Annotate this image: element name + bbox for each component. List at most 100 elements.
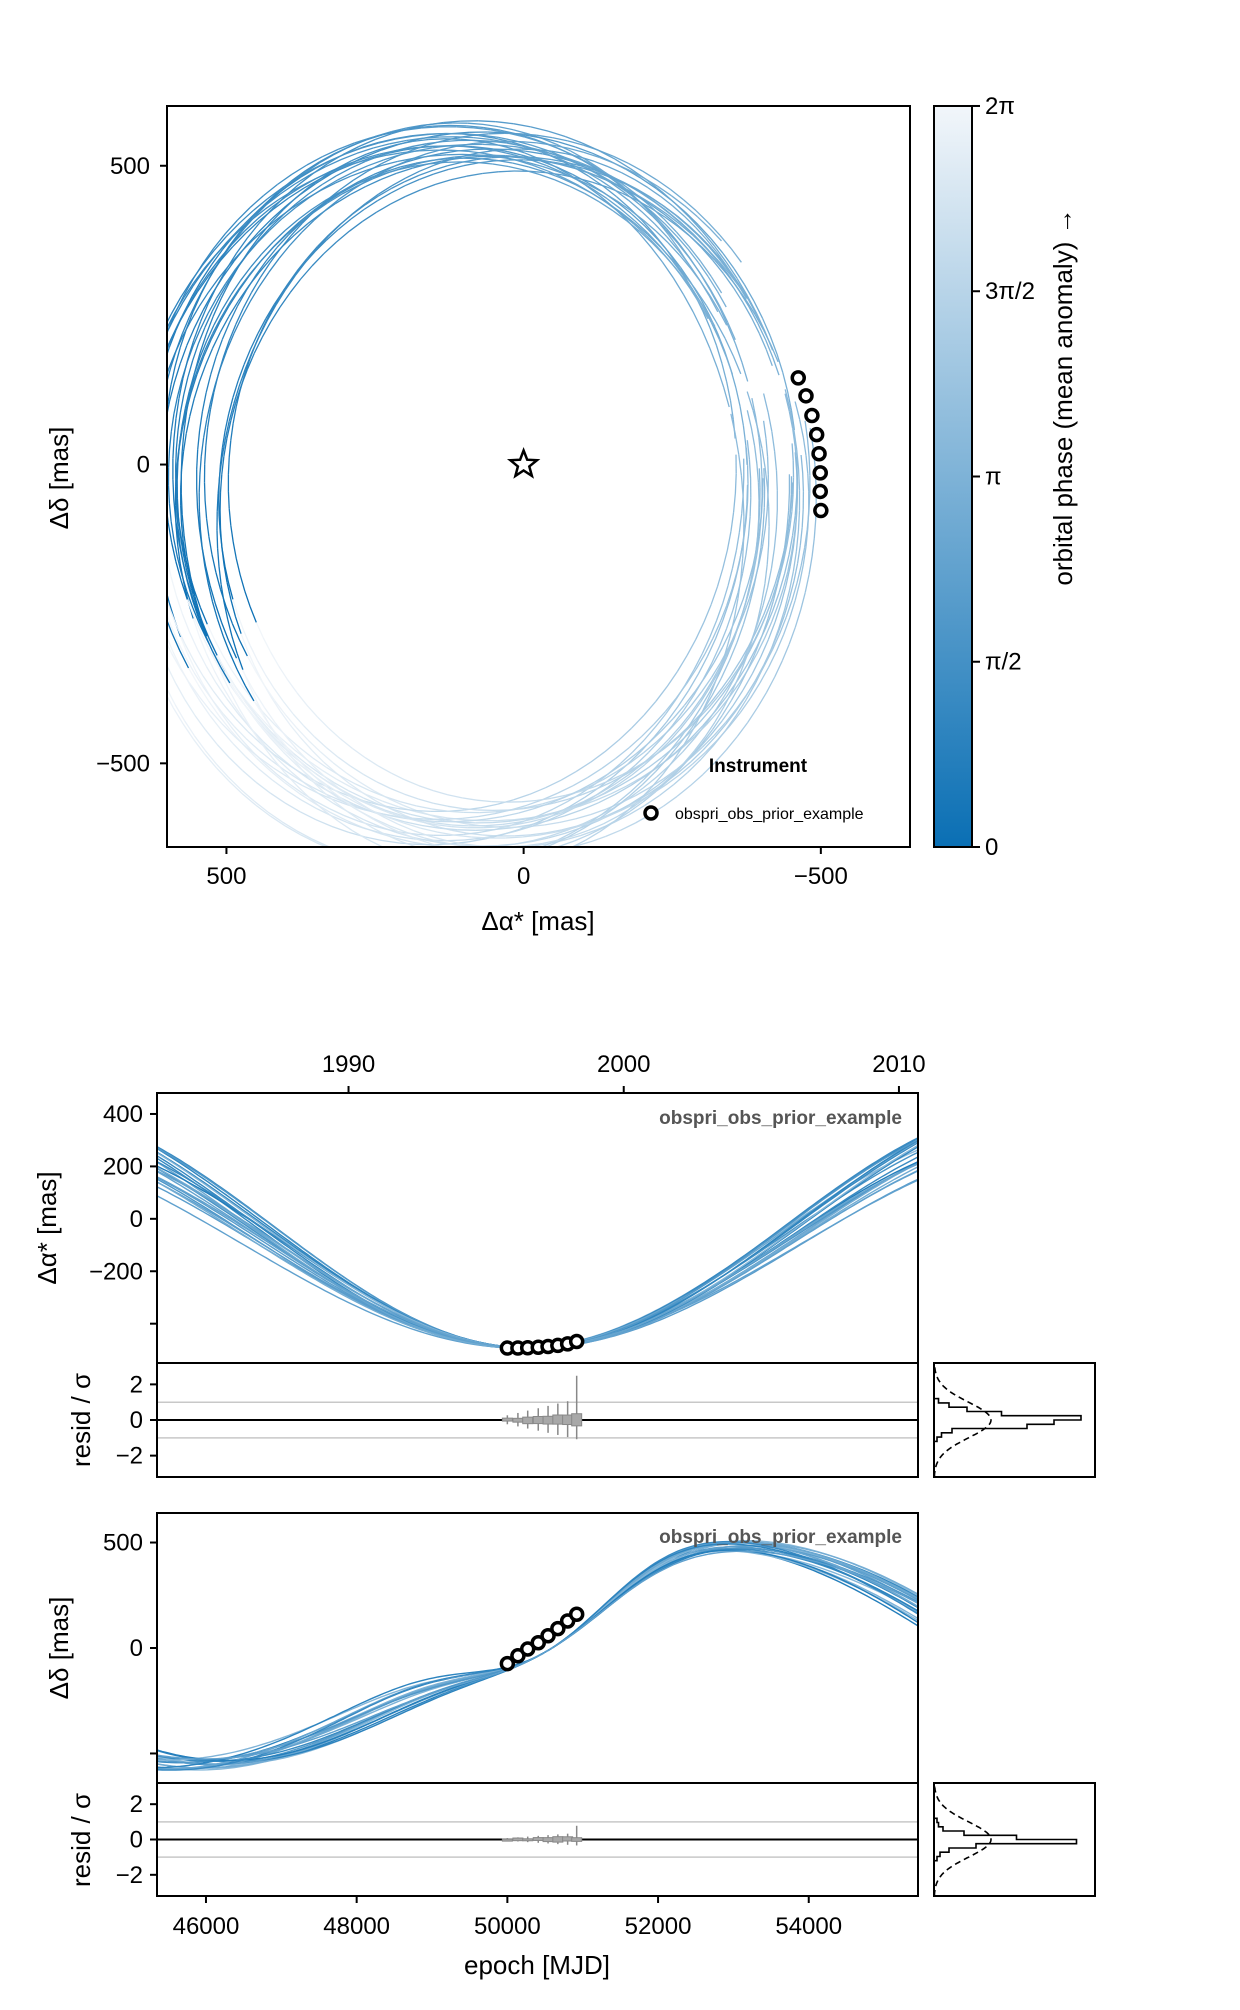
orbit-segment bbox=[731, 664, 743, 681]
orbit-segment bbox=[167, 485, 171, 504]
orbit-segment bbox=[741, 362, 749, 382]
orbit-segment bbox=[551, 836, 569, 846]
orbit-segment bbox=[291, 198, 307, 209]
orbit-segment bbox=[613, 814, 630, 824]
sky-observation-point bbox=[812, 483, 828, 500]
orbit-segment bbox=[765, 438, 769, 457]
orbit-segment bbox=[782, 372, 789, 392]
orbit-segment bbox=[274, 722, 288, 739]
orbit-segment bbox=[655, 230, 669, 244]
orbit-segment bbox=[265, 730, 280, 745]
orbit-segment bbox=[239, 272, 252, 288]
orbit-segment bbox=[322, 179, 338, 190]
orbit-segment bbox=[529, 170, 546, 174]
orbit-segment bbox=[226, 698, 239, 715]
orbit-segment bbox=[313, 208, 328, 221]
orbit-segment bbox=[674, 729, 687, 741]
orbit-segment bbox=[483, 126, 501, 131]
orbit-segment bbox=[185, 657, 195, 673]
orbit-segment bbox=[180, 636, 188, 654]
orbit-segment bbox=[246, 223, 260, 239]
orbit-segment bbox=[205, 347, 214, 365]
orbit-track bbox=[157, 1541, 918, 1770]
orbit-segment bbox=[742, 673, 753, 691]
orbit-segment bbox=[240, 789, 255, 802]
orbit-segment bbox=[228, 776, 242, 791]
orbit-segment bbox=[628, 763, 643, 776]
orbit-segment bbox=[789, 547, 794, 567]
orbit-segment bbox=[689, 267, 701, 282]
orbit-segment bbox=[542, 137, 558, 146]
orbit-segment bbox=[338, 218, 352, 230]
orbit-segment bbox=[521, 148, 537, 151]
orbit-segment bbox=[756, 692, 767, 709]
orbit-segment bbox=[530, 820, 548, 828]
orbit-segment bbox=[514, 834, 531, 837]
orbit-segment bbox=[651, 242, 665, 256]
orbit-segment bbox=[472, 857, 487, 858]
orbit-track bbox=[157, 1156, 918, 1349]
orbit-segment bbox=[306, 245, 318, 259]
orbit-segment bbox=[156, 577, 160, 594]
orbit-segment bbox=[243, 348, 252, 366]
orbit-segment bbox=[298, 210, 314, 223]
orbit-segment bbox=[794, 609, 802, 628]
orbit-segment bbox=[247, 731, 262, 745]
orbit-segment bbox=[381, 160, 398, 167]
orbit-segment bbox=[480, 803, 498, 809]
orbit-segment bbox=[332, 850, 348, 856]
orbit-segment bbox=[495, 121, 514, 125]
orbit-segment bbox=[216, 618, 224, 637]
orbit-segment bbox=[221, 438, 226, 458]
orbit-segment bbox=[746, 410, 753, 429]
orbit-segment bbox=[235, 307, 244, 325]
orbit-segment bbox=[779, 616, 787, 634]
orbit-segment bbox=[663, 795, 678, 807]
orbit-segment bbox=[437, 831, 455, 836]
orbit-segment bbox=[290, 222, 303, 237]
orbit-segment bbox=[624, 192, 640, 205]
orbit-segment bbox=[732, 592, 739, 611]
orbit-segment bbox=[747, 646, 758, 665]
orbit-segment bbox=[674, 203, 690, 218]
orbit-segment bbox=[745, 447, 749, 466]
orbit-segment bbox=[379, 149, 397, 155]
orbit-segment bbox=[745, 299, 756, 316]
orbit-segment bbox=[273, 767, 288, 778]
orbit-segment bbox=[201, 622, 211, 640]
orbit-segment bbox=[731, 571, 738, 590]
orbit-segment bbox=[318, 780, 333, 792]
orbit-segment bbox=[575, 761, 592, 773]
orbit-segment bbox=[373, 143, 390, 149]
orbit-segment bbox=[748, 306, 759, 324]
orbit-segment bbox=[196, 488, 199, 509]
orbit-segment bbox=[210, 356, 217, 375]
orbit-segment bbox=[337, 756, 351, 767]
orbit-segment bbox=[176, 498, 180, 517]
orbit-segment bbox=[743, 589, 750, 608]
orbit-segment bbox=[384, 166, 401, 173]
orbit-segment bbox=[301, 784, 318, 794]
orbit-segment bbox=[264, 686, 276, 702]
orbit-segment bbox=[186, 582, 194, 601]
orbit-segment bbox=[718, 309, 728, 326]
orbit-segment bbox=[216, 763, 229, 778]
orbit-segment bbox=[748, 300, 758, 316]
orbit-segment bbox=[736, 278, 748, 296]
orbit-segment bbox=[643, 726, 656, 741]
orbit-segment bbox=[174, 297, 185, 314]
orbit-segment bbox=[622, 181, 637, 190]
orbit-segment bbox=[690, 742, 703, 757]
orbit-segment bbox=[505, 836, 523, 839]
orbit-segment bbox=[314, 239, 327, 253]
orbit-segment bbox=[285, 222, 300, 236]
orbit-segment bbox=[567, 793, 583, 800]
orbit-segment bbox=[257, 318, 267, 335]
orbit-segment bbox=[154, 384, 158, 403]
orbit-segment bbox=[757, 428, 763, 449]
orbit-segment bbox=[194, 668, 204, 685]
orbit-segment bbox=[421, 126, 439, 129]
orbit-segment bbox=[649, 195, 663, 206]
orbit-segment bbox=[714, 259, 727, 274]
orbit-segment bbox=[168, 503, 172, 522]
